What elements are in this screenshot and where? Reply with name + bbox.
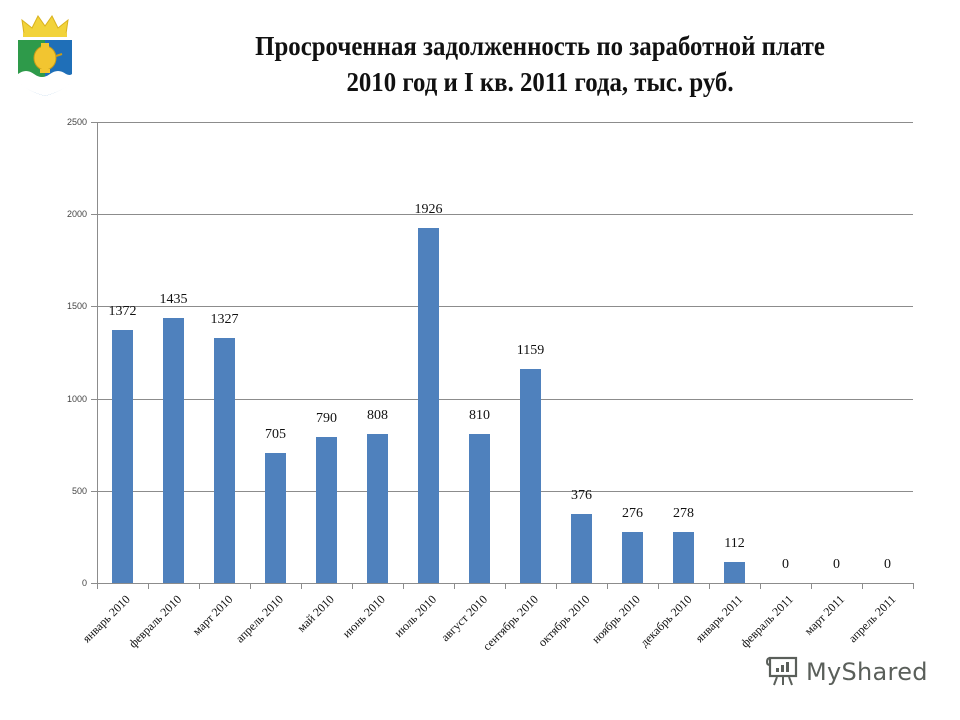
data-label: 276 <box>622 506 643 522</box>
x-tick <box>862 583 863 589</box>
data-label: 278 <box>673 505 694 521</box>
title-line-1: Просроченная задолженность по заработной… <box>255 31 825 61</box>
y-tick-label: 500 <box>71 485 87 496</box>
y-tick-label: 0 <box>81 578 87 588</box>
data-label: 790 <box>316 411 337 427</box>
data-label: 1926 <box>414 201 443 217</box>
gridline <box>97 214 913 216</box>
y-tick <box>91 583 97 584</box>
y-tick-label: 1500 <box>66 301 87 312</box>
data-label: 705 <box>265 426 286 442</box>
data-label: 376 <box>571 487 592 503</box>
x-tick <box>505 583 506 589</box>
data-label: 0 <box>884 557 891 572</box>
x-tick <box>709 583 710 589</box>
y-tick <box>91 306 97 308</box>
x-tick <box>403 583 404 589</box>
presentation-board-icon <box>765 653 800 692</box>
x-tick-label: январь 2011 <box>692 592 746 646</box>
x-tick <box>97 583 98 589</box>
coat-of-arms-icon <box>14 12 76 98</box>
bar <box>367 434 388 583</box>
bar <box>214 338 235 583</box>
x-tick <box>301 583 302 589</box>
data-label: 0 <box>833 557 840 572</box>
title-line-2: 2010 год и I кв. 2011 года, тыс. руб. <box>346 67 734 97</box>
x-tick-label: апрель 2011 <box>845 592 899 646</box>
x-tick-label: август 2010 <box>438 592 491 645</box>
x-tick <box>352 583 353 589</box>
bar <box>112 330 133 583</box>
x-tick <box>556 583 557 589</box>
bar <box>316 437 337 583</box>
x-tick <box>760 583 761 589</box>
chart-title: Просроченная задолженность по заработной… <box>190 28 889 100</box>
data-label: 808 <box>367 408 388 423</box>
bar <box>571 513 592 583</box>
x-tick <box>250 583 251 589</box>
gridline <box>97 398 913 400</box>
x-tick <box>607 583 608 589</box>
x-tick-label: декабрь 2010 <box>636 592 695 650</box>
gridline <box>97 122 913 123</box>
x-tick <box>454 583 455 589</box>
x-tick-label: март 2010 <box>189 592 236 639</box>
x-tick <box>811 583 812 589</box>
data-label: 1435 <box>159 292 188 308</box>
x-tick-label: ноябрь 2010 <box>589 592 644 647</box>
bar <box>622 532 643 583</box>
data-label: 1327 <box>210 312 239 328</box>
bar <box>418 227 439 583</box>
bar <box>520 369 541 583</box>
x-tick-label: май 2010 <box>294 592 338 635</box>
x-tick-label: март 2011 <box>801 592 848 638</box>
gridline <box>97 306 913 308</box>
x-tick-label: июль 2010 <box>391 592 440 640</box>
x-tick-label: июнь 2010 <box>339 592 389 641</box>
x-tick <box>913 583 914 589</box>
y-tick <box>91 122 97 123</box>
y-tick <box>91 490 97 492</box>
data-label: 810 <box>469 407 490 423</box>
x-tick-label: февраль 2010 <box>125 592 185 651</box>
x-tick-label: апрель 2010 <box>232 592 287 646</box>
y-tick <box>91 214 97 216</box>
x-tick <box>199 583 200 589</box>
data-label: 1372 <box>108 304 137 319</box>
watermark: MyShared <box>765 653 928 692</box>
gridline <box>97 490 913 492</box>
y-tick <box>91 398 97 400</box>
data-label: 112 <box>724 536 745 552</box>
y-axis <box>97 122 98 584</box>
x-tick-label: февраль 2011 <box>737 592 797 651</box>
x-tick-label: октябрь 2010 <box>534 592 593 650</box>
bar <box>469 433 490 583</box>
bar <box>673 531 694 583</box>
y-tick-label: 1000 <box>66 393 87 404</box>
y-tick-label: 2000 <box>66 209 87 220</box>
bar <box>265 452 286 583</box>
data-label: 0 <box>782 557 789 572</box>
watermark-text: MyShared <box>806 658 928 686</box>
y-tick-label: 2500 <box>66 117 87 127</box>
x-tick-label: январь 2010 <box>79 592 134 646</box>
x-tick <box>148 583 149 589</box>
data-label: 1159 <box>516 343 545 359</box>
x-tick <box>658 583 659 589</box>
bar <box>724 562 745 583</box>
bar <box>163 318 184 583</box>
